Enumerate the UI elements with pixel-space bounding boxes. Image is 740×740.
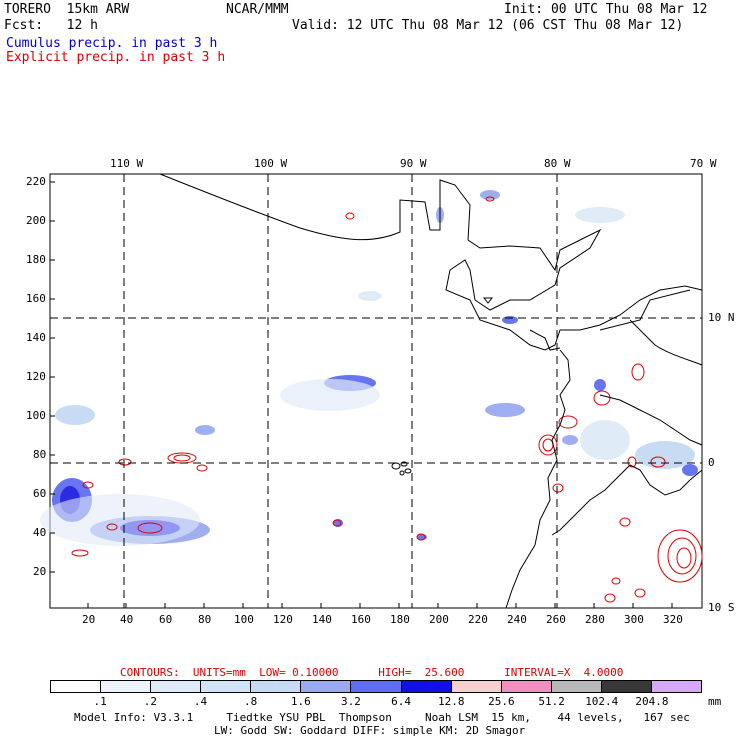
legend-value: .1 <box>93 695 107 708</box>
legend-value: .8 <box>244 695 258 708</box>
legend-swatch <box>301 681 352 692</box>
legend-swatch <box>201 681 252 692</box>
cumulus-label: Cumulus precip. in past 3 h <box>6 36 218 51</box>
y-tick: 20 <box>33 565 47 578</box>
legend-value: 3.2 <box>341 695 361 708</box>
legend-swatch <box>101 681 152 692</box>
legend-value: 204.8 <box>635 695 669 708</box>
legend-value: 51.2 <box>538 695 565 708</box>
x-tick: 160 <box>351 613 371 626</box>
x-tick: 120 <box>273 613 293 626</box>
legend-swatch <box>501 681 552 692</box>
explicit-label: Explicit precip. in past 3 h <box>6 50 226 65</box>
legend-value: .4 <box>193 695 208 708</box>
organization: NCAR/MMM <box>226 2 289 17</box>
x-tick: 200 <box>429 613 449 626</box>
lon-label-110w: 110 W <box>110 157 144 170</box>
legend-unit: mm <box>708 695 722 708</box>
lat-label-10n: 10 N <box>708 311 735 324</box>
axis-ticks <box>50 181 673 608</box>
color-legend <box>50 680 702 693</box>
x-tick: 240 <box>507 613 527 626</box>
legend-swatch <box>451 681 502 692</box>
galapagos-islands <box>391 461 412 476</box>
model-title: TORERO 15km ARW <box>4 2 130 17</box>
x-tick: 100 <box>234 613 254 626</box>
legend-swatch <box>551 681 602 692</box>
lat-label-10s: 10 S <box>708 601 735 614</box>
x-tick: 220 <box>468 613 488 626</box>
legend-swatch <box>601 681 652 692</box>
legend-swatch <box>51 681 102 692</box>
legend-swatch <box>151 681 202 692</box>
y-tick: 80 <box>33 448 47 461</box>
lon-label-80w: 80 W <box>544 157 571 170</box>
y-tick: 100 <box>26 409 46 422</box>
y-tick: 140 <box>26 331 46 344</box>
legend-swatch <box>251 681 302 692</box>
map-frame <box>49 173 703 609</box>
y-tick: 220 <box>26 175 46 188</box>
x-tick: 60 <box>159 613 173 626</box>
x-tick: 320 <box>663 613 683 626</box>
legend-value: 12.8 <box>438 695 465 708</box>
forecast-hour: Fcst: 12 h <box>4 18 98 33</box>
x-tick: 20 <box>82 613 96 626</box>
y-tick: 160 <box>26 292 46 305</box>
physics-info: LW: Godd SW: Goddard DIFF: simple KM: 2D… <box>214 724 526 737</box>
lat-label-0: 0 <box>708 456 715 469</box>
legend-value: 25.6 <box>488 695 515 708</box>
cumulus-shading <box>40 190 698 546</box>
valid-time: Valid: 12 UTC Thu 08 Mar 12 (06 CST Thu … <box>292 18 684 33</box>
x-tick: 80 <box>198 613 212 626</box>
lon-label-70w: 70 W <box>690 157 717 170</box>
y-tick: 180 <box>26 253 46 266</box>
legend-value: 6.4 <box>391 695 412 708</box>
x-tick: 300 <box>624 613 644 626</box>
lat-lon-grid <box>50 174 702 608</box>
y-tick: 120 <box>26 370 46 383</box>
x-tick: 280 <box>585 613 605 626</box>
x-tick: 260 <box>546 613 566 626</box>
legend-value: 1.6 <box>290 695 311 708</box>
y-tick: 40 <box>33 526 47 539</box>
legend-value: 102.4 <box>585 695 619 708</box>
x-tick: 40 <box>120 613 134 626</box>
explicit-contours <box>71 196 703 603</box>
legend-swatch <box>401 681 452 692</box>
model-info: Model Info: V3.3.1 Tiedtke YSU PBL Thomp… <box>74 711 690 724</box>
y-tick: 60 <box>33 487 47 500</box>
x-tick: 140 <box>312 613 332 626</box>
y-tick: 200 <box>26 214 46 227</box>
legend-value: .2 <box>143 695 157 708</box>
coastlines <box>159 173 703 609</box>
contours-info: CONTOURS: UNITS=mm LOW= 0.10000 HIGH= 25… <box>120 666 624 679</box>
lon-label-90w: 90 W <box>400 157 427 170</box>
init-time: Init: 00 UTC Thu 08 Mar 12 <box>504 2 708 17</box>
x-tick: 180 <box>390 613 410 626</box>
legend-swatch <box>351 681 402 692</box>
legend-swatch <box>651 681 702 692</box>
lon-label-100w: 100 W <box>254 157 288 170</box>
